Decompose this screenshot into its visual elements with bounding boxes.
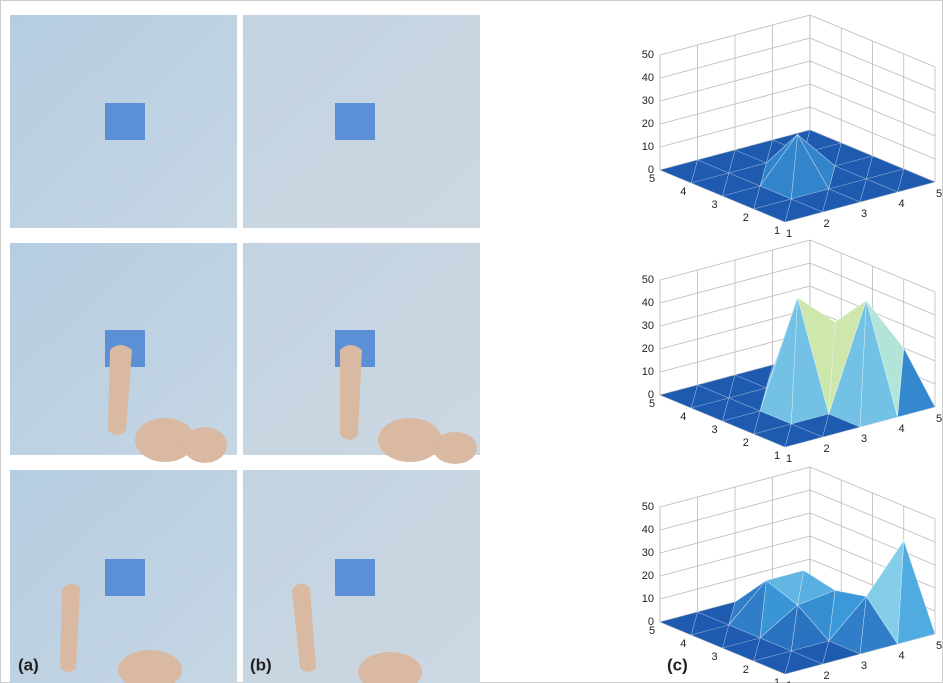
panel-label: (a) [18,655,39,674]
y-tick-label: 1 [774,677,780,683]
z-tick-label: 30 [642,95,654,107]
z-tick-label: 30 [642,320,654,332]
y-tick-label: 4 [680,411,686,423]
surface-facet [660,385,698,408]
z-tick-label: 10 [642,141,654,153]
x-tick-label: 5 [936,413,942,425]
z-tick-label: 10 [642,366,654,378]
y-tick-label: 1 [774,225,780,237]
photos [10,15,480,683]
x-tick-label: 2 [823,218,829,230]
figure-canvas: (a) (b) (c) 0102030405012345123450102030… [0,0,943,683]
target [105,559,145,596]
surface-facet [898,541,936,645]
y-tick-label: 5 [649,173,655,185]
figure: (a) (b) (c) 0102030405012345123450102030… [0,0,943,683]
target [335,559,375,596]
x-tick-label: 2 [823,443,829,455]
z-tick-label: 10 [642,593,654,605]
x-tick-label: 3 [861,660,867,672]
y-tick-label: 3 [711,651,717,663]
x-tick-label: 3 [861,433,867,445]
y-tick-label: 5 [649,625,655,637]
x-tick-label: 4 [898,423,904,435]
surface-facet [660,612,698,635]
y-tick-label: 2 [743,664,749,676]
z-tick-label: 40 [642,72,654,84]
z-tick-label: 40 [642,297,654,309]
z-tick-label: 20 [642,118,654,130]
x-tick-label: 2 [823,670,829,682]
x-tick-label: 5 [936,188,942,200]
x-tick-label: 3 [861,208,867,220]
panel-label: (c) [667,655,688,674]
y-tick-label: 5 [649,398,655,410]
panel-label: (b) [250,655,272,674]
target [335,103,375,140]
surface-facet [898,169,936,192]
z-tick-label: 50 [642,49,654,61]
x-tick-label: 4 [898,650,904,662]
y-tick-label: 3 [711,199,717,211]
z-tick-label: 30 [642,547,654,559]
x-tick-label: 1 [786,228,792,240]
y-tick-label: 4 [680,638,686,650]
y-tick-label: 4 [680,186,686,198]
z-tick-label: 50 [642,501,654,513]
z-tick-label: 20 [642,343,654,355]
target [105,103,145,140]
surface-facet [760,298,798,425]
y-tick-label: 2 [743,437,749,449]
surface-facet [660,160,698,183]
x-tick-label: 4 [898,198,904,210]
y-tick-label: 1 [774,450,780,462]
y-tick-label: 2 [743,212,749,224]
y-tick-label: 3 [711,424,717,436]
x-tick-label: 5 [936,640,942,652]
z-tick-label: 20 [642,570,654,582]
x-tick-label: 1 [786,453,792,465]
z-tick-label: 50 [642,274,654,286]
z-tick-label: 40 [642,524,654,536]
